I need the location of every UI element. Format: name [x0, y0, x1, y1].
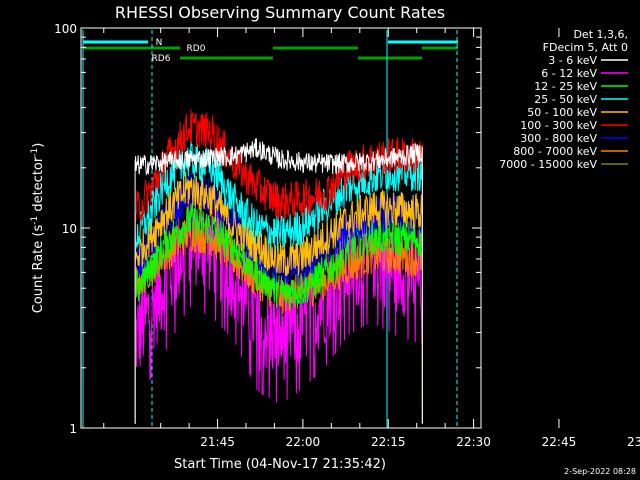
x-tick-label: 22:45 — [542, 435, 577, 449]
legend-label: 12 - 25 keV — [534, 80, 597, 93]
legend-label: 7000 - 15000 keV — [499, 158, 597, 171]
chart-title: RHESSI Observing Summary Count Rates — [115, 3, 445, 22]
n-state-label: N — [156, 38, 163, 48]
series-line-800-7000-kev — [134, 217, 423, 424]
rd6-state-label: RD6 — [152, 54, 171, 64]
y-tick-label: 10 — [62, 222, 77, 236]
x-tick-label: 22:15 — [371, 435, 406, 449]
y-tick-label: 1 — [69, 422, 77, 436]
y-axis-label-main: Count Rate (s — [31, 225, 46, 314]
x-tick-label: 21:45 — [200, 435, 235, 449]
rd0-state-label: RD0 — [187, 44, 206, 54]
plot-area: N RD0 RD6 — [82, 30, 458, 428]
legend-label: 3 - 6 keV — [548, 54, 597, 67]
axes: 11010021:4522:0022:1522:3022:4523:0023:1… — [54, 22, 640, 449]
y-axis-label-end: ) — [31, 143, 46, 148]
y-axis-label-sup: -1 — [30, 216, 40, 225]
legend-label: 25 - 50 keV — [534, 93, 597, 106]
legend-label: 6 - 12 keV — [541, 67, 597, 80]
x-axis-label: Start Time (04-Nov-17 21:35:42) — [174, 457, 386, 472]
series-line-25-50-kev — [134, 141, 423, 424]
series-line-50-100-kev — [134, 171, 423, 424]
y-tick-label: 100 — [54, 22, 77, 36]
y-axis-label-sup2: -1 — [30, 148, 40, 157]
y-axis-label-mid: detector — [31, 156, 46, 216]
x-tick-label: 22:00 — [286, 435, 321, 449]
legend-header: FDecim 5, Att 0 — [543, 41, 628, 54]
legend-label: 800 - 7000 keV — [513, 145, 597, 158]
legend-label: 100 - 300 keV — [520, 119, 597, 132]
legend-header: Det 1,3,6, — [573, 28, 628, 41]
series-line-3-6-kev — [134, 138, 423, 424]
timestamp: 2-Sep-2022 08:28 — [564, 467, 636, 476]
x-tick-label: 22:30 — [456, 435, 491, 449]
legend-label: 50 - 100 keV — [527, 106, 597, 119]
x-tick-label: 23:00 — [627, 435, 640, 449]
y-axis-label: Count Rate (s-1 detector-1) — [30, 143, 46, 314]
legend-label: 300 - 800 keV — [520, 132, 597, 145]
